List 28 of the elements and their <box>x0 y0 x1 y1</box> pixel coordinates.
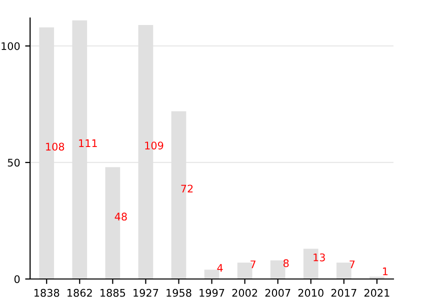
x-tick-label: 1862 <box>68 288 92 297</box>
x-tick-label: 2017 <box>331 288 356 297</box>
data-label: 4 <box>217 264 223 272</box>
x-tick-label: 1997 <box>200 288 224 297</box>
data-label: 72 <box>181 184 193 192</box>
bar <box>237 262 252 279</box>
data-label: 109 <box>145 142 164 150</box>
y-tick-label: 100 <box>2 42 20 50</box>
x-tick-label: 2007 <box>265 288 290 297</box>
data-label: 7 <box>250 260 256 268</box>
data-label: 111 <box>79 139 97 147</box>
x-tick-label: 1927 <box>134 288 158 297</box>
x-tick-label: 1885 <box>100 288 126 297</box>
data-label: 1 <box>383 268 388 276</box>
data-label: 7 <box>350 260 355 268</box>
y-tick-label: 50 <box>8 158 20 167</box>
x-tick-label: 1838 <box>34 288 60 297</box>
data-label: 13 <box>314 253 325 262</box>
data-label: 108 <box>46 142 64 151</box>
bar <box>336 262 352 279</box>
x-tick-label: 2002 <box>232 288 258 297</box>
data-label: 8 <box>283 259 289 268</box>
x-tick-label: 2021 <box>364 288 390 297</box>
x-tick-label: 2010 <box>298 288 324 297</box>
bar <box>270 260 286 279</box>
y-tick-label: 0 <box>14 275 20 284</box>
x-tick-label: 1958 <box>166 288 192 297</box>
data-label: 48 <box>114 212 127 221</box>
